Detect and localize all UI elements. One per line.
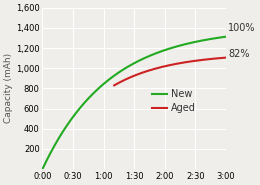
New [41, 168, 44, 170]
Aged [147, 69, 150, 72]
Aged [220, 57, 223, 59]
Line: New: New [42, 37, 226, 169]
Legend: New, Aged: New, Aged [148, 85, 199, 117]
Y-axis label: Capacity (mAh): Capacity (mAh) [4, 53, 13, 123]
Line: Aged: Aged [114, 58, 226, 85]
Aged [113, 84, 116, 86]
Aged [211, 58, 214, 60]
Text: 100%: 100% [228, 23, 256, 33]
Aged [187, 61, 190, 63]
New [225, 36, 228, 38]
New [150, 54, 153, 56]
Text: 82%: 82% [228, 49, 250, 59]
New [191, 41, 194, 43]
New [129, 64, 132, 66]
New [140, 58, 143, 60]
Aged [221, 57, 224, 59]
New [128, 65, 131, 67]
Aged [225, 56, 228, 59]
Aged [166, 64, 170, 67]
New [220, 36, 223, 38]
